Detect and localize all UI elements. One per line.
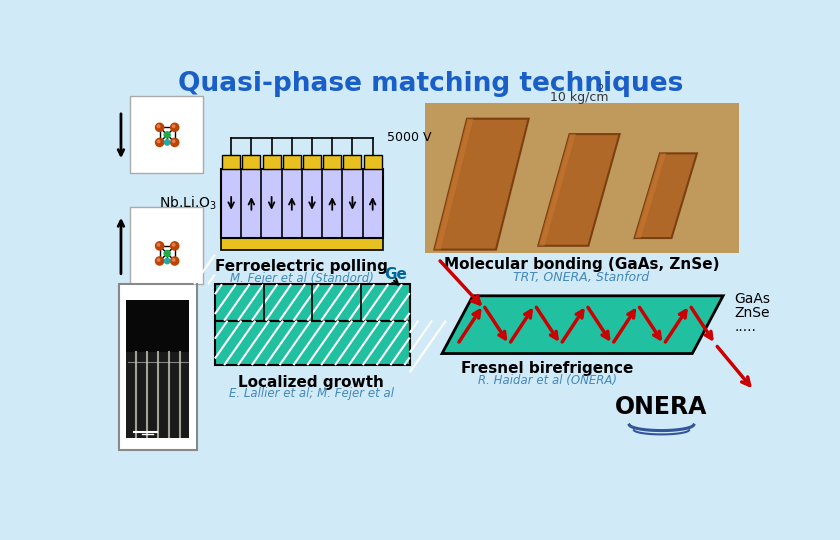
Circle shape bbox=[157, 125, 160, 127]
Bar bbox=[223, 155, 240, 168]
Bar bbox=[425, 103, 738, 253]
Text: 10 kg/cm: 10 kg/cm bbox=[550, 91, 608, 104]
Text: R. Haidar et al (ONERA): R. Haidar et al (ONERA) bbox=[478, 374, 617, 387]
Circle shape bbox=[171, 257, 179, 265]
Bar bbox=[221, 168, 383, 238]
Text: 2: 2 bbox=[597, 84, 603, 94]
Circle shape bbox=[164, 132, 171, 138]
Circle shape bbox=[171, 123, 179, 131]
Bar bbox=[323, 155, 341, 168]
Bar bbox=[126, 300, 190, 352]
Text: Molecular bonding (GaAs, ZnSe): Molecular bonding (GaAs, ZnSe) bbox=[444, 258, 719, 273]
Circle shape bbox=[155, 242, 164, 250]
Polygon shape bbox=[434, 119, 473, 249]
Circle shape bbox=[171, 242, 179, 250]
Bar bbox=[303, 155, 321, 168]
Circle shape bbox=[172, 259, 175, 261]
Bar bbox=[283, 155, 301, 168]
Bar bbox=[118, 284, 197, 450]
Polygon shape bbox=[538, 134, 620, 246]
Polygon shape bbox=[434, 119, 528, 249]
Bar bbox=[263, 155, 281, 168]
Bar bbox=[126, 300, 190, 438]
Circle shape bbox=[164, 251, 171, 256]
Polygon shape bbox=[634, 153, 697, 238]
Bar bbox=[215, 284, 410, 321]
Text: TRT, ONERA, Stanford: TRT, ONERA, Stanford bbox=[513, 271, 649, 284]
Circle shape bbox=[155, 138, 164, 146]
Text: ZnSe: ZnSe bbox=[735, 306, 770, 320]
Text: .....: ..... bbox=[735, 320, 757, 334]
Text: 5000 V: 5000 V bbox=[387, 131, 432, 144]
Bar bbox=[215, 284, 410, 321]
Text: M. Fejer et al (Standord): M. Fejer et al (Standord) bbox=[230, 272, 374, 285]
Text: ONERA: ONERA bbox=[616, 395, 707, 420]
Text: Fresnel birefrigence: Fresnel birefrigence bbox=[461, 361, 633, 376]
Text: Ferroelectric polling: Ferroelectric polling bbox=[216, 259, 388, 274]
Text: GaAs: GaAs bbox=[735, 292, 770, 306]
Circle shape bbox=[155, 257, 164, 265]
Polygon shape bbox=[538, 134, 575, 246]
Circle shape bbox=[157, 140, 160, 143]
Bar bbox=[130, 96, 203, 173]
Circle shape bbox=[155, 123, 164, 131]
Text: Ge: Ge bbox=[385, 267, 407, 282]
Polygon shape bbox=[634, 153, 666, 238]
Text: E. Lallier et al; M. Fejer et al: E. Lallier et al; M. Fejer et al bbox=[228, 387, 394, 400]
Bar bbox=[425, 103, 738, 253]
Bar bbox=[344, 155, 361, 168]
Bar bbox=[243, 155, 260, 168]
Circle shape bbox=[165, 140, 170, 145]
Circle shape bbox=[172, 140, 175, 143]
Circle shape bbox=[171, 138, 179, 146]
Bar bbox=[364, 155, 381, 168]
Bar bbox=[215, 321, 410, 365]
Circle shape bbox=[172, 125, 175, 127]
Circle shape bbox=[172, 244, 175, 246]
Circle shape bbox=[165, 258, 170, 264]
Text: Quasi-phase matching techniques: Quasi-phase matching techniques bbox=[178, 71, 683, 97]
Text: Localized growth: Localized growth bbox=[239, 375, 384, 389]
Bar bbox=[221, 238, 383, 249]
Text: Nb.Li.O$_3$: Nb.Li.O$_3$ bbox=[160, 195, 218, 212]
Circle shape bbox=[157, 244, 160, 246]
Circle shape bbox=[157, 259, 160, 261]
Polygon shape bbox=[442, 296, 723, 354]
Bar bbox=[130, 207, 203, 284]
